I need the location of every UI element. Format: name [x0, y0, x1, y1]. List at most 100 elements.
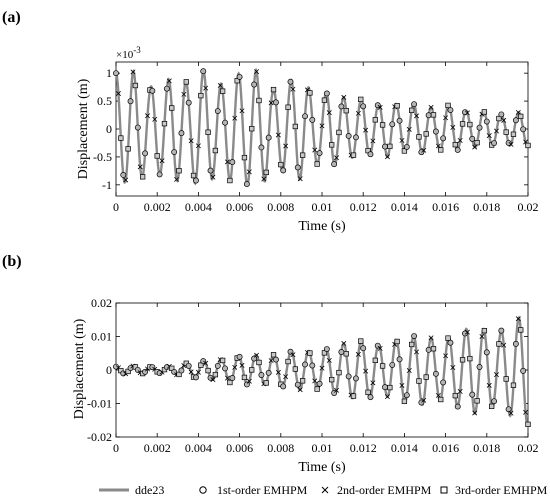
- point-1st-order: [120, 172, 127, 178]
- point-3rd-order: [219, 357, 226, 364]
- x-tick-label: 0.018: [473, 200, 500, 214]
- point-1st-order: [396, 117, 403, 124]
- point-1st-order: [171, 149, 178, 156]
- point-3rd-order: [474, 398, 480, 404]
- point-2nd-order: [355, 110, 361, 116]
- point-1st-order: [505, 406, 512, 413]
- point-2nd-order: [334, 155, 340, 161]
- point-1st-order: [476, 124, 483, 131]
- point-1st-order: [382, 143, 388, 150]
- point-1st-order: [432, 370, 439, 377]
- point-2nd-order: [414, 349, 420, 355]
- point-3rd-order: [409, 107, 415, 113]
- point-1st-order: [469, 391, 476, 398]
- point-1st-order: [243, 381, 250, 388]
- point-3rd-order: [387, 384, 393, 391]
- point-3rd-order: [263, 169, 269, 176]
- point-3rd-order: [423, 374, 429, 380]
- point-2nd-order: [326, 110, 332, 116]
- point-2nd-order: [195, 369, 201, 375]
- point-2nd-order: [370, 138, 376, 144]
- point-2nd-order: [297, 176, 303, 182]
- point-3rd-order: [241, 154, 248, 161]
- point-1st-order: [491, 140, 498, 146]
- point-2nd-order: [472, 144, 478, 150]
- y-tick-label: 0.01: [91, 330, 112, 344]
- point-1st-order: [127, 98, 134, 105]
- point-3rd-order: [481, 327, 488, 334]
- point-1st-order: [302, 113, 308, 120]
- point-3rd-order: [205, 129, 211, 135]
- point-1st-order: [287, 78, 294, 85]
- point-3rd-order: [416, 134, 422, 140]
- point-1st-order: [389, 121, 396, 128]
- point-2nd-order: [501, 117, 507, 123]
- point-2nd-order: [508, 141, 514, 147]
- legend-2nd-order-label: 2nd-order EMHPM: [337, 483, 432, 497]
- point-3rd-order: [249, 367, 255, 373]
- point-3rd-order: [256, 359, 262, 366]
- panel-a-label: (a): [2, 9, 21, 26]
- y-tick-label: 0: [106, 363, 112, 377]
- point-3rd-order: [387, 143, 393, 150]
- point-3rd-order: [394, 338, 400, 345]
- point-1st-order: [229, 375, 236, 381]
- point-2nd-order: [283, 143, 289, 149]
- point-1st-order: [483, 349, 490, 356]
- point-2nd-order: [145, 113, 150, 119]
- point-1st-order: [520, 126, 527, 133]
- point-1st-order: [214, 362, 221, 369]
- point-3rd-order: [438, 396, 444, 403]
- x-tick-label: 0.01: [312, 441, 333, 455]
- point-1st-order: [396, 356, 403, 363]
- point-3rd-order: [358, 338, 364, 344]
- point-3rd-order: [140, 174, 146, 180]
- point-1st-order: [258, 372, 265, 378]
- point-2nd-order: [486, 133, 492, 139]
- point-1st-order: [512, 340, 519, 347]
- point-3rd-order: [510, 382, 517, 388]
- point-2nd-order: [508, 410, 514, 416]
- point-1st-order: [258, 144, 265, 151]
- point-1st-order: [512, 117, 519, 124]
- point-3rd-order: [467, 121, 473, 128]
- point-2nd-order: [217, 82, 223, 88]
- x-tick-label: 0.002: [144, 200, 171, 214]
- point-3rd-order: [350, 152, 357, 158]
- point-3rd-order: [321, 97, 328, 103]
- point-2nd-order: [494, 372, 499, 378]
- point-3rd-order: [183, 79, 189, 85]
- point-1st-order: [273, 99, 279, 106]
- point-1st-order: [243, 181, 250, 188]
- point-1st-order: [498, 327, 505, 334]
- x-tick-label: 0.012: [350, 200, 377, 214]
- point-3rd-order: [459, 357, 466, 363]
- point-3rd-order: [241, 374, 248, 381]
- point-3rd-order: [198, 362, 204, 368]
- point-3rd-order: [285, 104, 291, 110]
- point-3rd-order: [394, 103, 400, 109]
- x-tick-label: 0.016: [432, 200, 459, 214]
- point-2nd-order: [355, 351, 361, 357]
- point-1st-order: [425, 346, 432, 353]
- point-3rd-order: [423, 131, 429, 137]
- point-1st-order: [462, 330, 468, 337]
- point-3rd-order: [263, 380, 269, 386]
- point-2nd-order: [130, 69, 136, 75]
- series-markers: [113, 68, 531, 188]
- point-1st-order: [134, 124, 141, 131]
- point-3rd-order: [372, 117, 378, 123]
- point-1st-order: [113, 363, 119, 370]
- point-1st-order: [367, 394, 374, 401]
- point-2nd-order: [290, 86, 296, 92]
- panel-a-y-multiplier: ×10-3: [116, 45, 141, 61]
- point-2nd-order: [363, 127, 369, 133]
- point-1st-order: [193, 374, 199, 381]
- point-2nd-order: [464, 329, 470, 335]
- point-3rd-order: [299, 378, 306, 384]
- point-1st-order: [309, 362, 316, 369]
- legend-3rd-order-marker: [440, 486, 448, 494]
- point-2nd-order: [224, 159, 230, 165]
- point-3rd-order: [307, 90, 313, 96]
- point-3rd-order: [292, 123, 298, 130]
